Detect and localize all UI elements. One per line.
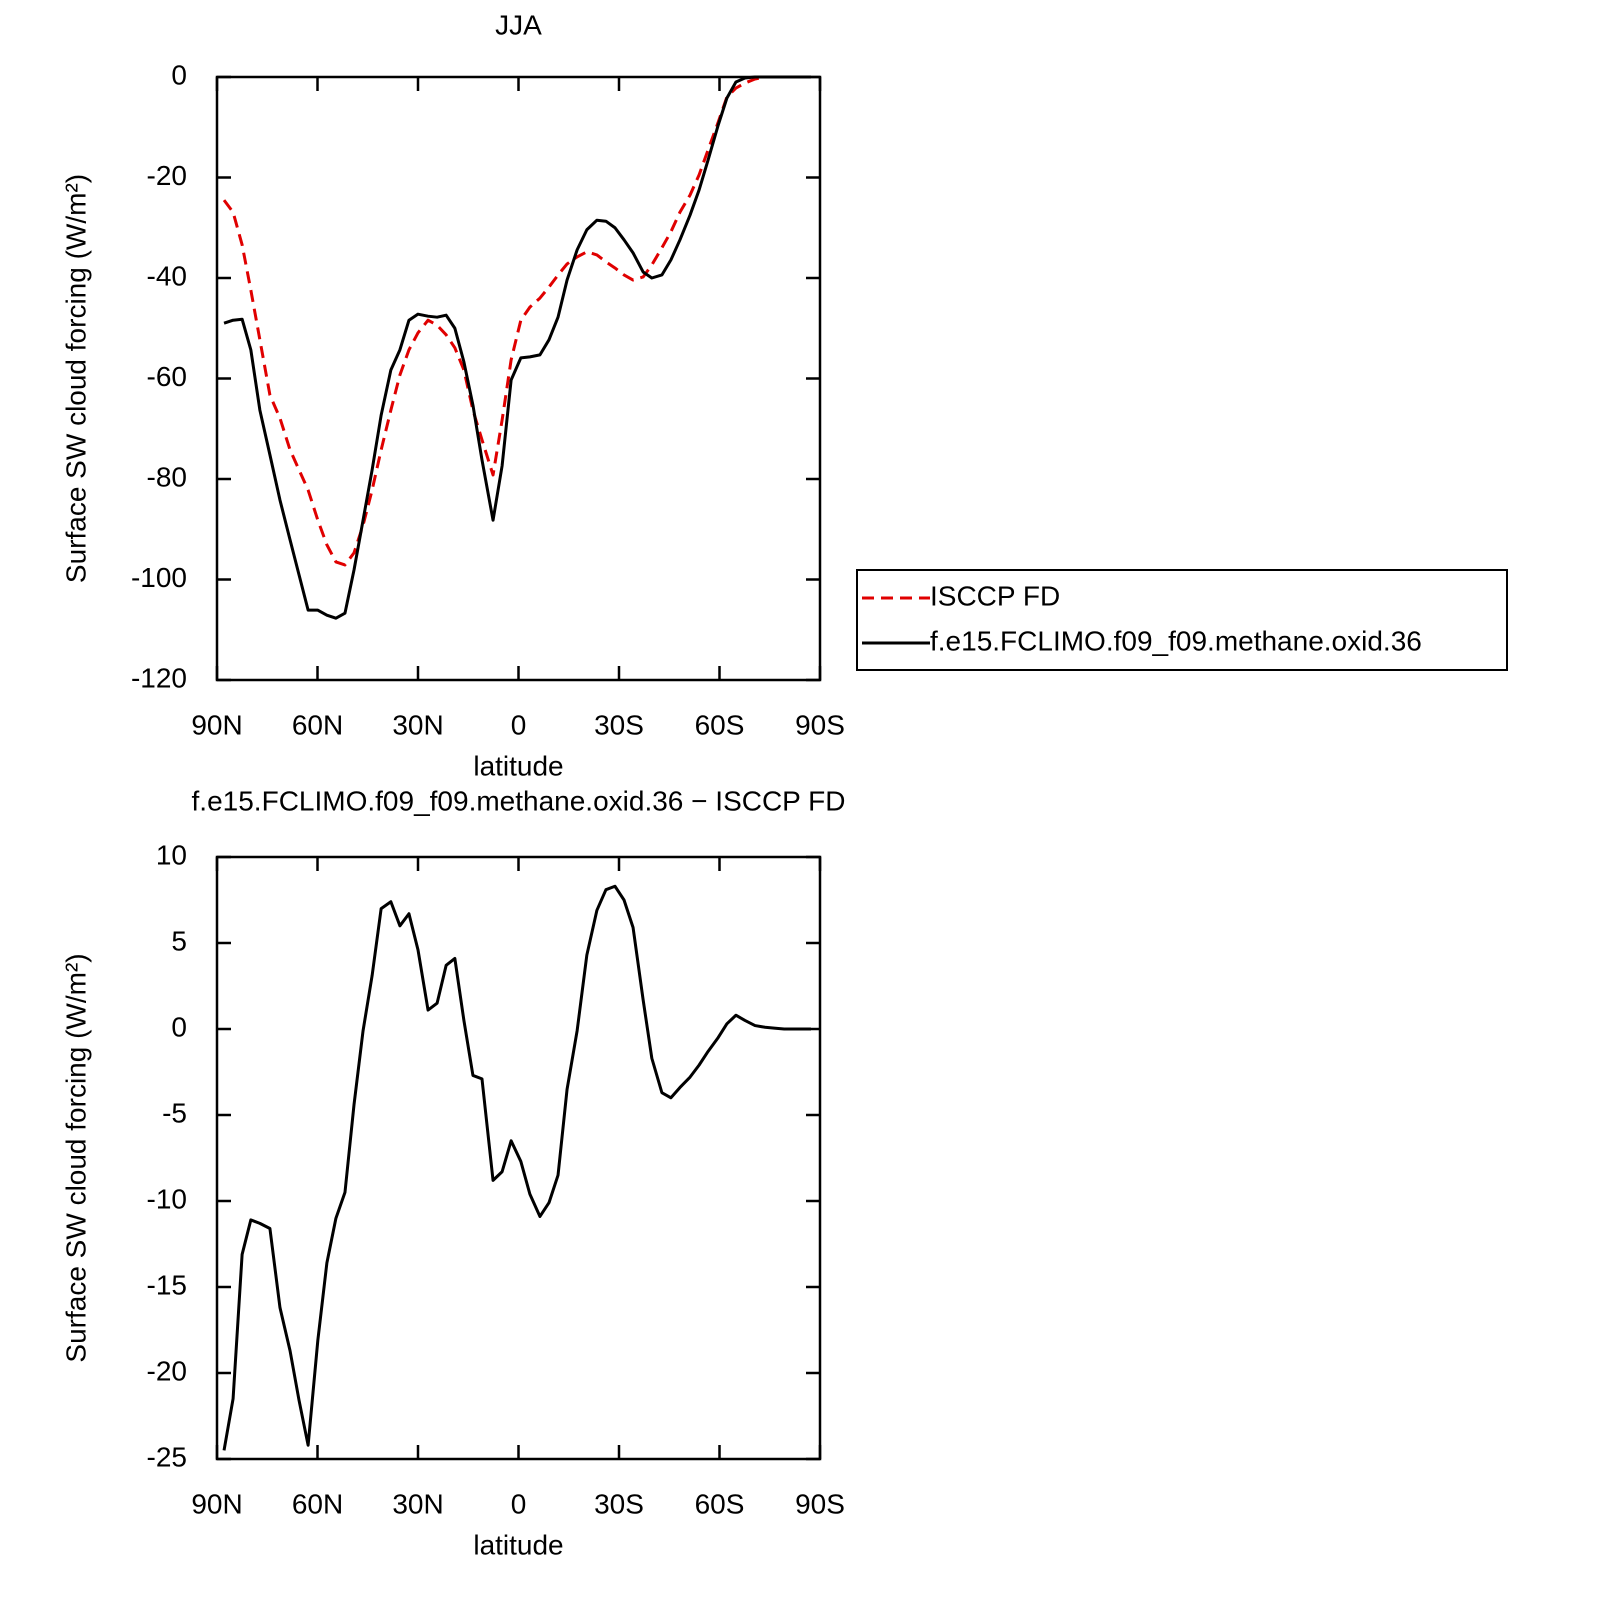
legend: ISCCP FD f.e15.FCLIMO.f09_f09.methane.oxi…	[856, 569, 1508, 671]
legend-label: f.e15.FCLIMO.f09_f09.methane.oxid.36	[930, 625, 1422, 656]
legend-box	[856, 569, 1508, 671]
y-tick-label: -120	[131, 662, 187, 693]
y-tick-label: -20	[147, 160, 187, 191]
y-tick-label: -100	[131, 562, 187, 593]
y-tick-label: 0	[171, 59, 187, 90]
x-tick-label: 90S	[795, 1488, 845, 1519]
x-axis-label: latitude	[473, 1529, 563, 1560]
x-tick-label: 60N	[292, 709, 343, 740]
data-line	[222, 75, 811, 567]
y-tick-label: 5	[171, 925, 187, 956]
x-tick-label: 0	[511, 709, 527, 740]
y-tick-label: -40	[147, 260, 187, 291]
x-tick-label: 30S	[594, 709, 644, 740]
y-tick-label: 10	[156, 839, 187, 870]
y-tick-label: -60	[147, 361, 187, 392]
x-tick-label: 30S	[594, 1488, 644, 1519]
x-tick-label: 90N	[191, 1488, 242, 1519]
panel: f.e15.FCLIMO.f09_f09.methane.oxid.36 − I…	[60, 785, 845, 1560]
y-tick-label: 0	[171, 1011, 187, 1042]
x-tick-label: 90S	[795, 709, 845, 740]
x-tick-label: 30N	[392, 709, 443, 740]
data-line	[222, 884, 811, 1451]
y-axis-label: Surface SW cloud forcing (W/m²)	[60, 953, 91, 1362]
y-tick-label: -20	[147, 1355, 187, 1386]
data-line	[223, 75, 811, 620]
x-tick-label: 60S	[695, 709, 745, 740]
x-tick-label: 60N	[292, 1488, 343, 1519]
x-tick-label: 0	[511, 1488, 527, 1519]
x-tick-label: 90N	[191, 709, 242, 740]
panel: JJA latitude Surface SW cloud forcing (W/m…	[60, 9, 1508, 781]
y-tick-label: -25	[147, 1441, 187, 1472]
legend-label: ISCCP FD	[930, 580, 1060, 611]
x-tick-label: 60S	[695, 1488, 745, 1519]
y-tick-label: -15	[147, 1269, 187, 1300]
y-tick-label: -80	[147, 461, 187, 492]
y-tick-label: -5	[162, 1097, 187, 1128]
y-tick-label: -10	[147, 1183, 187, 1214]
y-axis-label: Surface SW cloud forcing (W/m²)	[60, 174, 91, 583]
chart-title: JJA	[495, 9, 542, 40]
x-tick-label: 30N	[392, 1488, 443, 1519]
chart-title: f.e15.FCLIMO.f09_f09.methane.oxid.36 − I…	[192, 785, 846, 816]
plot-frame	[215, 75, 822, 682]
x-axis-label: latitude	[473, 750, 563, 781]
